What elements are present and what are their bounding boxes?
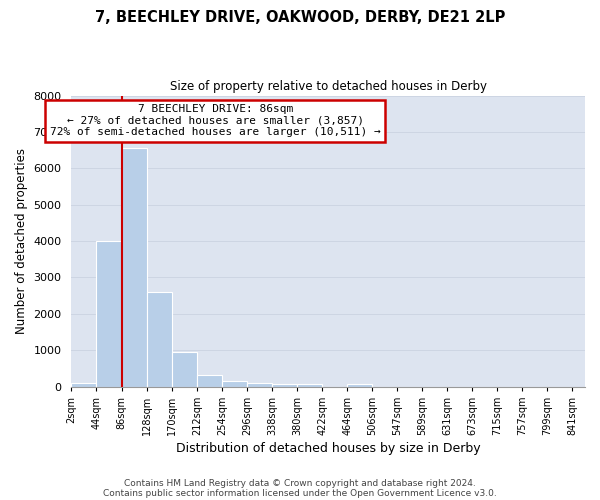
Bar xyxy=(172,352,197,386)
Title: Size of property relative to detached houses in Derby: Size of property relative to detached ho… xyxy=(170,80,487,93)
Bar xyxy=(297,384,322,386)
Bar xyxy=(97,241,122,386)
Text: 7 BEECHLEY DRIVE: 86sqm
← 27% of detached houses are smaller (3,857)
72% of semi: 7 BEECHLEY DRIVE: 86sqm ← 27% of detache… xyxy=(50,104,380,138)
Bar xyxy=(197,374,222,386)
Y-axis label: Number of detached properties: Number of detached properties xyxy=(15,148,28,334)
Bar xyxy=(71,383,97,386)
Bar xyxy=(272,384,297,386)
Bar xyxy=(222,382,247,386)
Text: 7, BEECHLEY DRIVE, OAKWOOD, DERBY, DE21 2LP: 7, BEECHLEY DRIVE, OAKWOOD, DERBY, DE21 … xyxy=(95,10,505,25)
X-axis label: Distribution of detached houses by size in Derby: Distribution of detached houses by size … xyxy=(176,442,481,455)
Bar xyxy=(122,148,146,386)
Text: Contains HM Land Registry data © Crown copyright and database right 2024.: Contains HM Land Registry data © Crown c… xyxy=(124,478,476,488)
Bar xyxy=(146,292,172,386)
Bar xyxy=(347,384,373,386)
Bar xyxy=(247,382,272,386)
Text: Contains public sector information licensed under the Open Government Licence v3: Contains public sector information licen… xyxy=(103,488,497,498)
